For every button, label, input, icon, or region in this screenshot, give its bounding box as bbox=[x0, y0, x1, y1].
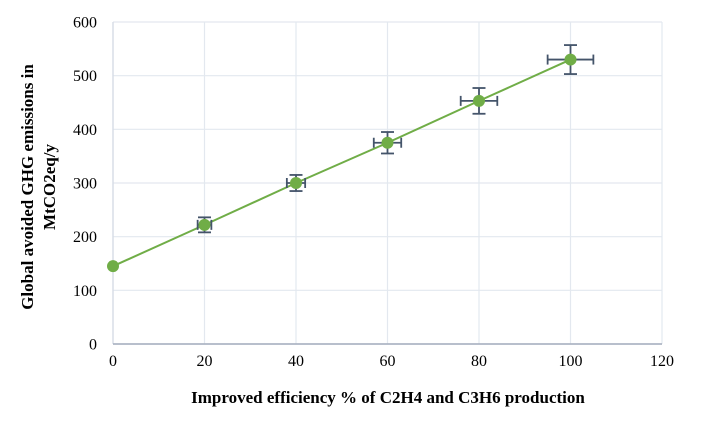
y-axis-title: Global avoided GHG emissions in MtCO2eq/… bbox=[18, 64, 59, 310]
data-series bbox=[107, 44, 595, 273]
y-tick-label: 400 bbox=[73, 122, 97, 139]
y-tick-label: 600 bbox=[73, 15, 97, 32]
x-tick-label: 60 bbox=[380, 353, 396, 370]
x-tick-label: 20 bbox=[197, 353, 213, 370]
y-tick-label: 300 bbox=[73, 176, 97, 193]
gridlines bbox=[113, 21, 663, 344]
data-point bbox=[473, 94, 485, 107]
x-tick-label: 80 bbox=[471, 353, 487, 370]
y-tick-label: 0 bbox=[89, 337, 97, 354]
data-point bbox=[107, 260, 119, 273]
data-point bbox=[290, 177, 302, 189]
x-tick-label: 120 bbox=[650, 353, 674, 370]
data-point bbox=[198, 218, 211, 231]
y-tick-label: 100 bbox=[73, 283, 97, 300]
x-tick-label: 100 bbox=[559, 353, 583, 370]
y-tick-label: 200 bbox=[73, 229, 97, 246]
x-axis-title: Improved efficiency % of C2H4 and C3H6 p… bbox=[191, 388, 585, 407]
series-line bbox=[112, 58, 571, 268]
tick-labels: 0 100 200 300 400 500 600 0 20 40 60 80 100 120 bbox=[73, 15, 674, 371]
y-axis-title-line2: MtCO2eq/y bbox=[40, 144, 59, 230]
x-tick-label: 40 bbox=[288, 353, 304, 370]
axes bbox=[112, 22, 662, 345]
data-point bbox=[381, 136, 394, 149]
y-tick-label: 500 bbox=[73, 68, 97, 85]
data-point bbox=[564, 53, 577, 66]
x-tick-label: 0 bbox=[109, 353, 117, 370]
y-axis-title-line1: Global avoided GHG emissions in bbox=[18, 64, 37, 310]
